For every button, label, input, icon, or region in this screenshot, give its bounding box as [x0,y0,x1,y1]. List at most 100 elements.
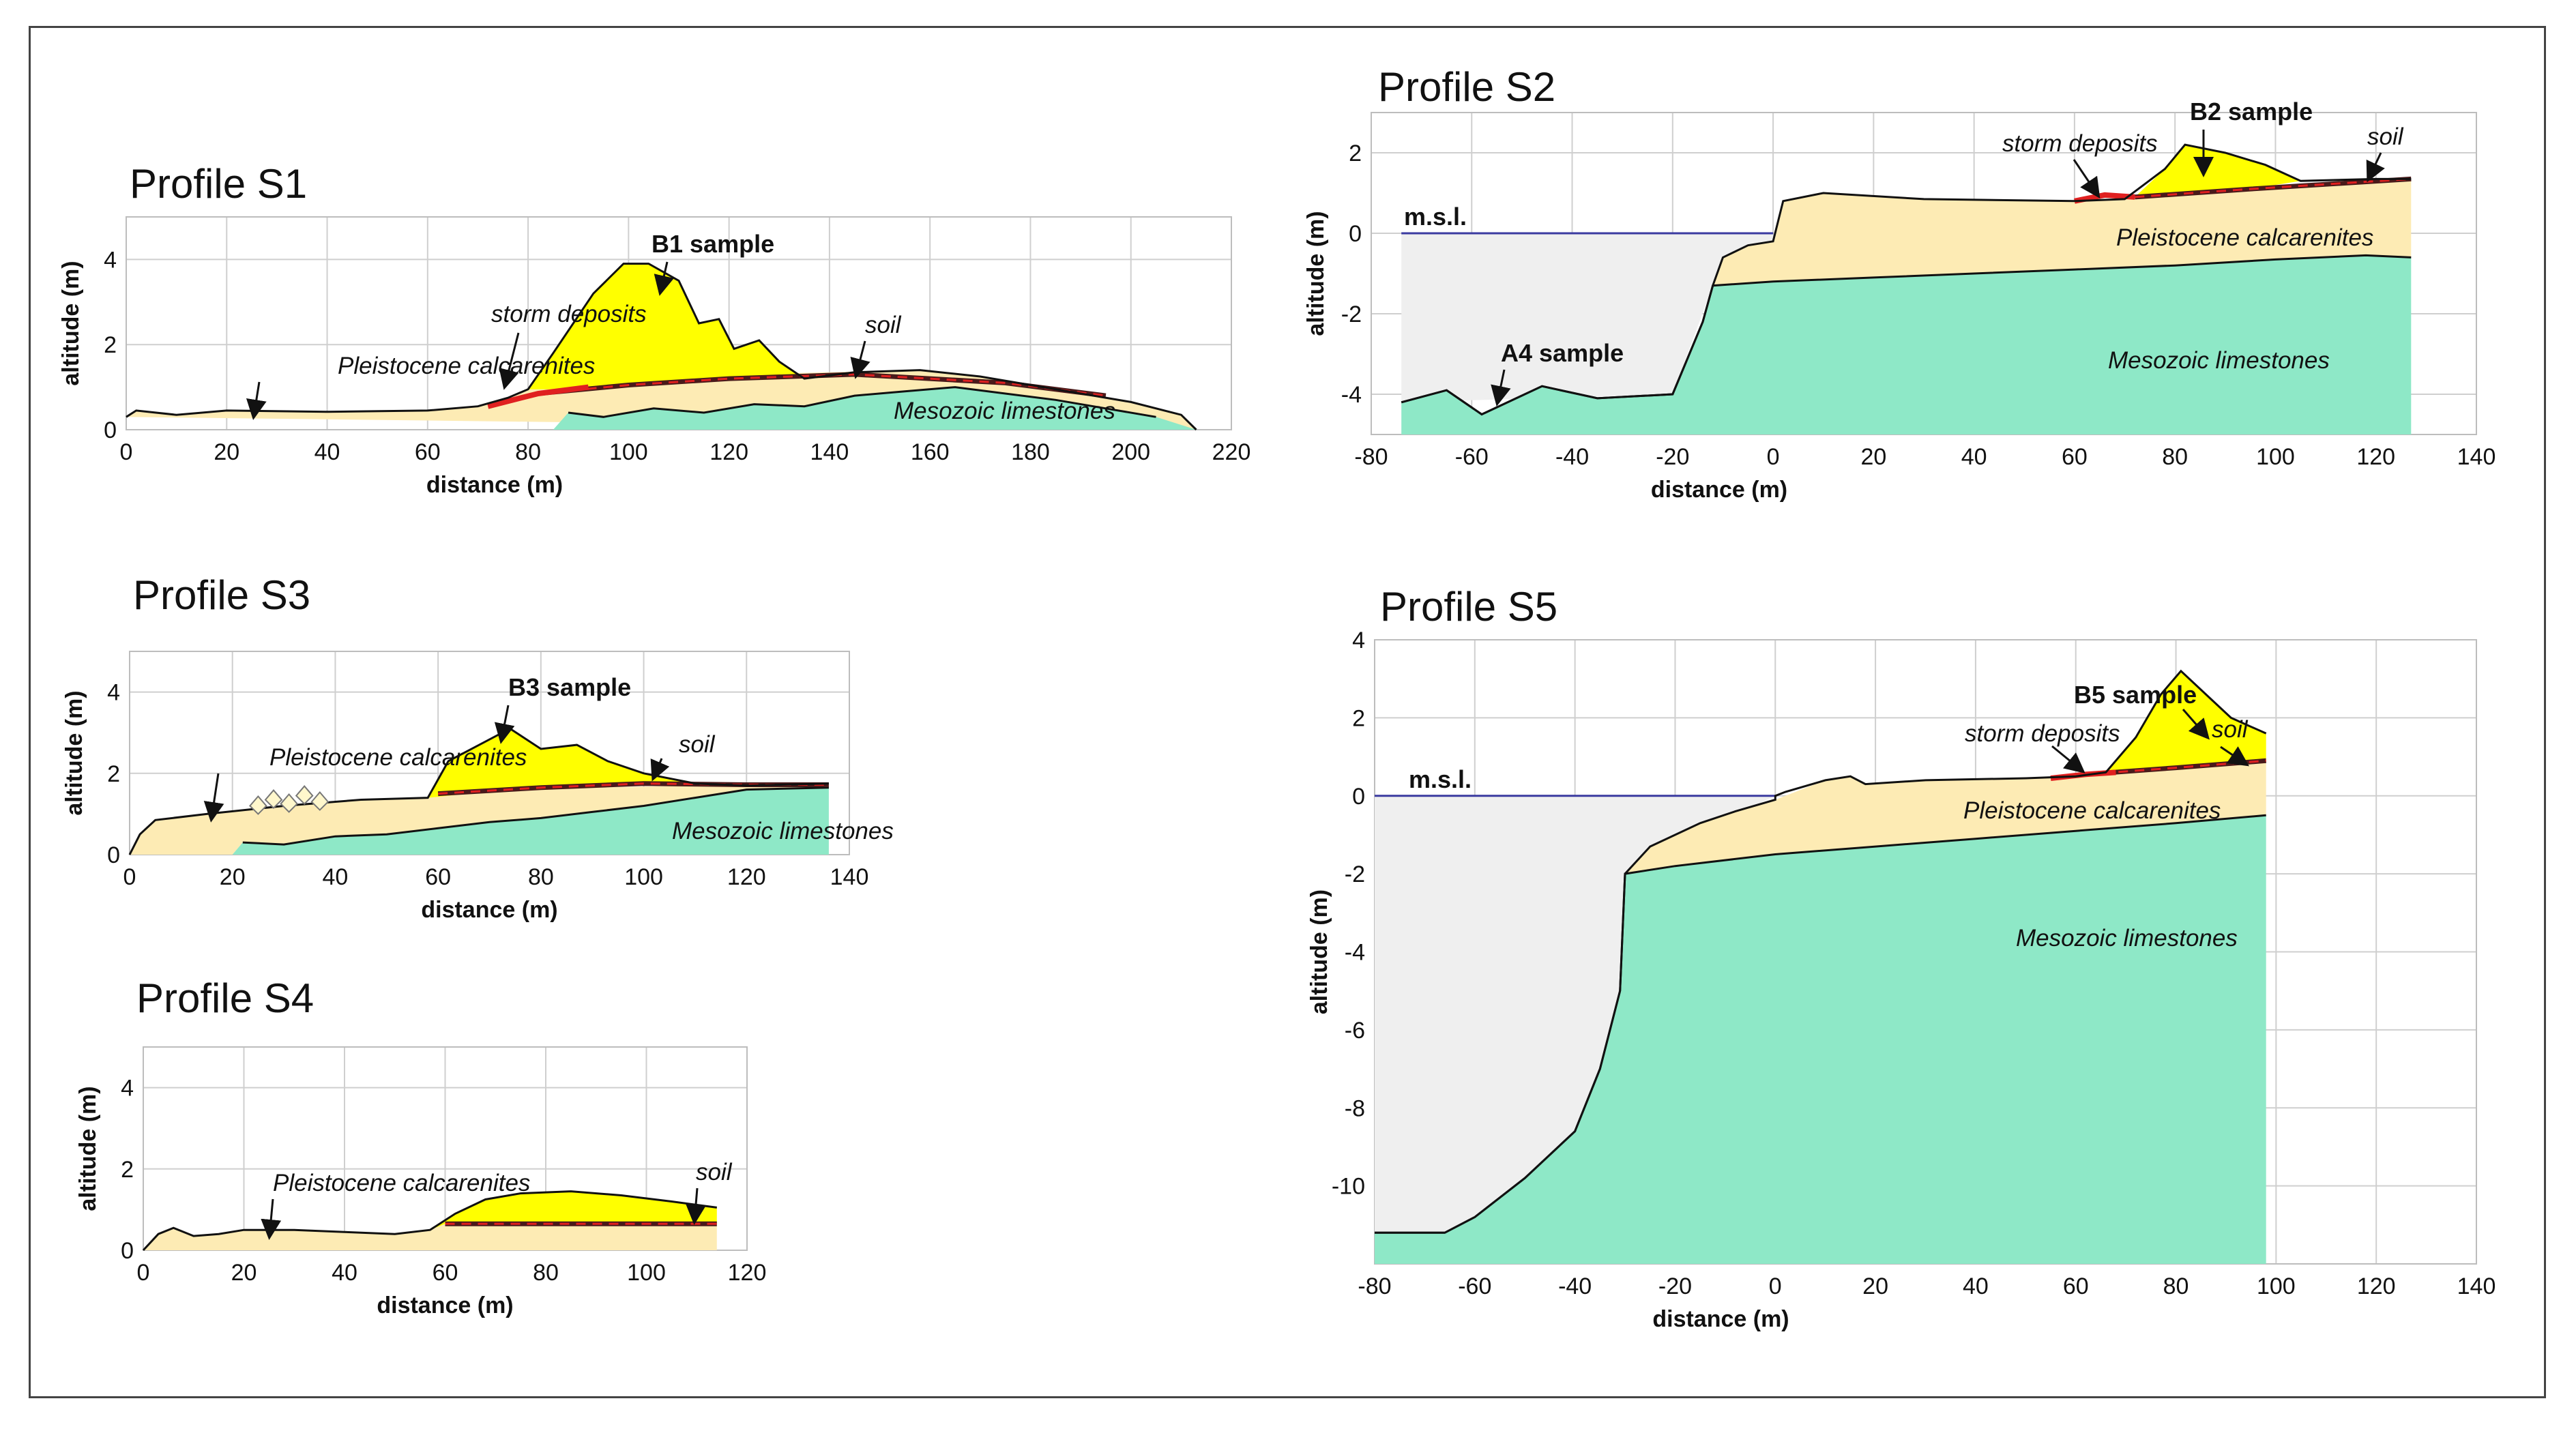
sample-area [2105,670,2266,773]
y-tick-label: 4 [1352,628,1365,653]
annotation-arrow [654,261,674,296]
panel-s3: Profile S3 0 20 40 60 80 100 120 140 0 2 4 distance … [61,572,894,923]
y-tick-label: 2 [121,1157,134,1183]
panel-title: Profile S1 [130,161,307,207]
x-tick-label: 120 [728,1260,767,1286]
annotation-label: B5 sample [2074,681,2197,709]
sea-area [1401,233,1774,402]
x-axis-label: distance (m) [426,472,563,498]
panel-title: Profile S5 [1380,584,1557,630]
y-tick-label: -4 [1341,382,1362,408]
y-tick-label: 0 [1349,221,1362,247]
limestone-area [1375,815,2266,1264]
x-tick-label: 220 [1212,439,1251,465]
boulder [310,791,330,811]
annotation-arrow [686,1187,706,1225]
y-axis-label: altitude (m) [61,690,87,815]
y-tick-label: 2 [104,332,117,358]
panel-title: Profile S2 [1378,64,1555,110]
msl-label: m.s.l. [1409,765,1472,793]
limestone-contact [568,386,1156,418]
y-tick-label: 2 [1352,705,1365,731]
storm-deposit-layer [487,384,589,409]
x-tick-label: 80 [2162,444,2188,470]
x-axis-label: distance (m) [1651,477,1787,503]
y-tick-label: 2 [107,761,120,787]
sample-area [428,728,695,798]
boulder [280,793,298,813]
ground-surface-line [1375,669,2267,1234]
annotation-label: soil [2212,716,2249,743]
annotation-label: A4 sample [1501,339,1624,367]
y-tick-label: 0 [121,1238,134,1264]
x-tick-label: 60 [425,864,451,890]
x-tick-label: -20 [1658,1273,1692,1299]
annotation-label: soil [2367,123,2404,150]
annotation-arrow [2220,746,2249,767]
y-axis-label: altitude (m) [1303,211,1329,336]
y-tick-label: -4 [1345,940,1365,966]
calcarenite-area [143,1224,717,1250]
x-tick-label: 120 [727,864,766,890]
y-axis-label: altitude (m) [75,1086,101,1211]
limestone-contact [242,786,829,846]
x-tick-label: 100 [2257,1273,2296,1299]
sea-area [1375,795,1776,1233]
calcarenite-area [1625,761,2266,874]
x-tick-label: 0 [137,1260,150,1286]
annotation-label: Mesozoic limestones [2108,347,2330,374]
x-tick-label: 100 [2256,444,2295,470]
x-tick-label: 200 [1111,439,1150,465]
x-tick-label: 120 [2357,1273,2396,1299]
annotation-label: Mesozoic limestones [2016,925,2238,951]
y-tick-label: 4 [107,680,120,706]
limestone-area [1401,255,2412,434]
y-tick-label: 0 [104,417,117,443]
x-tick-label: 0 [123,864,136,890]
x-tick-label: 120 [709,439,748,465]
annotation-arrow [2182,709,2210,740]
annotation-label: B1 sample [652,230,774,258]
sample-area [2135,145,2301,197]
x-tick-label: 140 [810,439,849,465]
annotation-arrow [2051,745,2085,773]
x-tick-label: 40 [323,864,349,890]
annotation-label: Pleistocene calcarenites [269,744,527,771]
annotation-label: Pleistocene calcarenites [338,353,595,379]
x-tick-label: 20 [1862,1273,1888,1299]
annotation-arrow [494,705,515,744]
x-axis-label: distance (m) [421,897,557,923]
annotation-label: storm deposits [491,301,647,327]
ground-surface-line [142,1190,717,1252]
panel-s5: Profile S5-80 -60 -40 -20 0 20 40 60 80 100 120 140… [1306,584,2496,1332]
x-tick-label: 180 [1011,439,1050,465]
x-tick-label: 120 [2356,444,2395,470]
x-tick-label: 60 [2063,1273,2089,1299]
x-tick-label: 140 [2457,444,2496,470]
x-tick-label: 100 [624,864,663,890]
x-tick-label: 80 [515,439,541,465]
x-tick-label: -60 [1455,444,1489,470]
x-tick-label: -40 [1558,1273,1592,1299]
annotation-label: B3 sample [508,673,631,701]
x-tick-label: 0 [1769,1273,1782,1299]
x-tick-label: 20 [231,1260,257,1286]
annotation-label: storm deposits [1965,720,2120,747]
panel-title: Profile S3 [133,572,310,618]
y-axis-label: altitude (m) [58,261,84,385]
y-tick-label: -8 [1345,1095,1365,1121]
y-axis-label: altitude (m) [1306,889,1332,1014]
annotation-label: soil [679,731,716,758]
x-tick-label: 160 [911,439,950,465]
panel-s2: Profile S2-80 -60 -40 -20 0 20 40 60 80 100 120 140… [1303,64,2496,503]
x-axis-label: distance (m) [1652,1306,1789,1332]
annotation-label: Mesozoic limestones [672,818,894,844]
x-tick-label: 20 [214,439,239,465]
boulder [295,785,314,805]
x-tick-label: -20 [1656,444,1689,470]
x-tick-label: 100 [609,439,648,465]
boulder [249,795,267,815]
boulder [264,789,283,809]
x-tick-label: 20 [220,864,246,890]
annotation-label: Pleistocene calcarenites [273,1170,530,1196]
